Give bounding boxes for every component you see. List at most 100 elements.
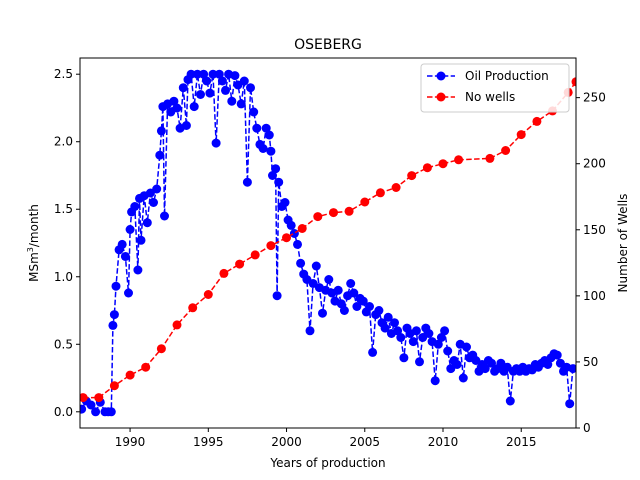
oil-data-point	[124, 288, 133, 298]
oil-data-point	[374, 306, 384, 315]
legend-wells-label: No wells	[465, 90, 515, 104]
wells-data-point	[188, 303, 198, 313]
legend-wells-marker	[436, 92, 446, 102]
oil-data-point	[296, 258, 306, 268]
wells-data-point	[516, 130, 526, 140]
oil-data-point	[336, 299, 346, 309]
oil-data-point	[211, 138, 221, 148]
x-tick-label: 2005	[349, 435, 380, 449]
oil-data-point	[202, 76, 212, 86]
y-axis-right: 0 50 100 150 200 250	[576, 91, 606, 435]
wells-data-point	[344, 206, 354, 216]
oil-data-point	[289, 229, 299, 238]
x-tick-label: 2000	[271, 435, 302, 449]
oil-data-point	[264, 130, 274, 140]
oil-data-point	[80, 404, 87, 414]
x-axis-label: Years of production	[269, 456, 385, 470]
oil-data-point	[411, 326, 421, 336]
y-right-tick-label: 200	[583, 157, 606, 171]
oil-data-point	[339, 306, 349, 315]
wells-data-point	[313, 212, 323, 222]
oil-data-point	[505, 396, 515, 406]
series-layer	[80, 69, 576, 417]
oil-data-point	[109, 310, 119, 320]
oil-data-point	[258, 144, 268, 153]
oil-data-point	[333, 285, 343, 295]
y-left-tick-label: 2.5	[54, 67, 73, 81]
oil-data-point	[91, 407, 101, 417]
wells-data-point	[375, 188, 385, 198]
wells-data-point	[454, 155, 464, 165]
wells-data-point	[109, 381, 119, 391]
oil-data-point	[393, 326, 403, 336]
wells-data-point	[125, 370, 135, 380]
oil-data-point	[186, 69, 196, 79]
oil-data-point	[149, 198, 158, 207]
y-right-tick-label: 100	[583, 289, 606, 303]
wells-data-point	[438, 159, 448, 169]
oil-data-point	[480, 364, 490, 374]
wells-data-point	[329, 208, 338, 218]
oil-data-point	[552, 350, 562, 360]
oil-data-point	[274, 177, 284, 187]
oil-data-point	[487, 358, 496, 368]
oil-data-point	[286, 220, 296, 230]
oil-data-point	[120, 252, 130, 261]
oil-data-point	[458, 373, 468, 383]
y-axis-left-label: MSm3/month	[26, 204, 41, 282]
wells-data-point	[571, 77, 576, 87]
wells-data-point	[391, 183, 401, 192]
oil-data-point	[380, 323, 390, 333]
y-axis-left-label-sup: 3	[26, 247, 35, 252]
oil-data-point	[272, 291, 282, 301]
oil-data-point	[208, 69, 218, 79]
oil-data-point	[261, 123, 271, 133]
wells-data-point	[532, 116, 542, 126]
oil-data-point	[142, 218, 152, 228]
oil-data-point	[266, 146, 276, 156]
oil-data-point	[430, 376, 440, 386]
oil-data-point	[305, 326, 315, 336]
y-left-tick-label: 1.0	[54, 270, 73, 284]
oil-data-point	[108, 320, 118, 330]
oil-data-point	[192, 69, 202, 79]
y-left-tick-label: 1.5	[54, 202, 73, 216]
oil-data-point	[230, 71, 240, 81]
wells-data-point	[156, 344, 166, 354]
oil-data-point	[252, 123, 262, 133]
oil-data-point	[408, 337, 418, 347]
oil-data-point	[565, 399, 575, 409]
oil-data-point	[346, 279, 356, 288]
wells-data-point	[485, 153, 495, 163]
oil-data-point	[156, 126, 166, 136]
x-tick-label: 2015	[506, 435, 537, 449]
y-left-tick-label: 0.5	[54, 337, 73, 351]
wells-data-point	[235, 259, 245, 269]
wells-data-point	[360, 197, 370, 207]
oil-data-point	[214, 69, 224, 79]
y-axis-left-label-tail: /month	[27, 204, 41, 247]
oil-data-point	[358, 296, 368, 306]
oil-data-point	[181, 121, 191, 130]
oil-data-point	[242, 177, 252, 187]
oil-data-point	[349, 288, 359, 298]
wells-data-point	[250, 250, 260, 260]
oil-data-point	[236, 99, 246, 109]
chart-title: OSEBERG	[294, 37, 362, 53]
wells-data-point	[219, 268, 229, 278]
oil-data-point	[383, 312, 393, 322]
oil-data-point	[543, 360, 553, 369]
oil-data-point	[172, 103, 182, 113]
x-tick-label: 1990	[115, 435, 146, 449]
oil-data-point	[324, 275, 334, 284]
wells-data-point	[141, 362, 151, 372]
wells-series-line	[83, 81, 576, 399]
wells-data-point	[422, 163, 432, 173]
wells-data-point	[94, 393, 104, 403]
oil-data-point	[396, 333, 406, 342]
y-right-tick-label: 50	[583, 355, 598, 369]
oil-data-point	[133, 265, 143, 275]
oil-data-point	[440, 326, 450, 336]
y-right-tick-label: 150	[583, 223, 606, 237]
